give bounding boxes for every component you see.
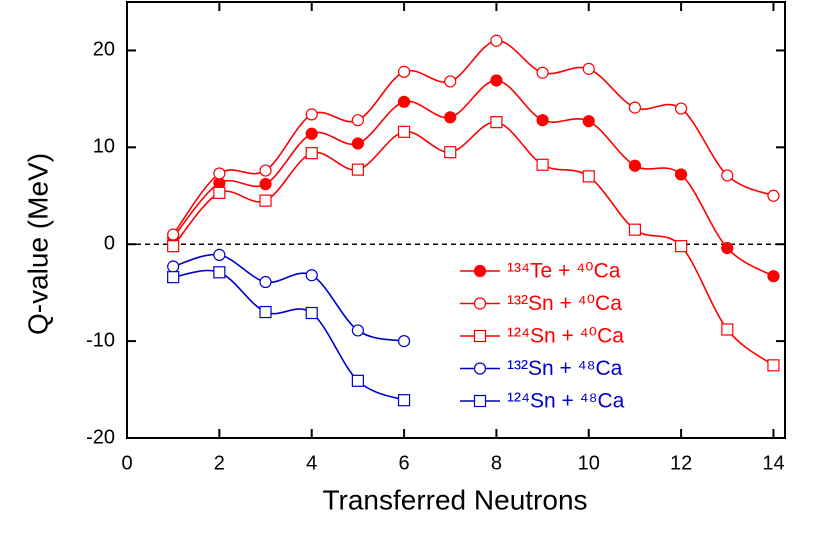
legend-marker	[473, 362, 487, 375]
data-point	[536, 66, 549, 79]
y-tick-label: -20	[86, 426, 115, 448]
data-point	[351, 324, 364, 337]
data-point	[351, 163, 364, 176]
data-point	[536, 114, 549, 127]
data-point	[444, 75, 457, 88]
data-point	[397, 125, 411, 138]
data-point	[675, 168, 688, 181]
data-point	[721, 169, 734, 182]
data-point	[167, 228, 180, 241]
x-tick-label: 12	[670, 452, 692, 474]
legend-label: ¹³⁴Te + ⁴⁰Ca	[507, 260, 621, 283]
data-point	[628, 101, 642, 114]
data-point	[305, 147, 318, 160]
data-point	[305, 269, 318, 282]
data-point	[213, 167, 226, 180]
x-tick-label: 14	[762, 452, 784, 474]
data-point	[259, 164, 272, 177]
x-tick-label: 10	[578, 452, 600, 474]
x-tick-label: 2	[214, 452, 225, 474]
y-tick-label: 0	[104, 233, 115, 255]
data-point	[167, 240, 180, 253]
data-point	[721, 241, 734, 255]
data-point	[490, 74, 503, 87]
legend-marker	[473, 329, 487, 343]
plot-frame	[126, 1, 786, 439]
data-point	[675, 240, 688, 253]
data-point	[675, 102, 688, 115]
series-line	[172, 253, 405, 342]
legend-marker	[473, 297, 487, 310]
data-point	[351, 374, 364, 387]
data-point	[582, 115, 595, 128]
data-point	[444, 146, 457, 159]
data-point	[397, 394, 411, 407]
data-point	[213, 186, 226, 199]
data-point	[721, 323, 734, 336]
data-point	[351, 114, 364, 127]
x-tick-label: 0	[121, 452, 132, 474]
data-point	[490, 116, 503, 129]
legend-marker	[473, 264, 487, 278]
data-point	[767, 270, 780, 283]
y-tick-label: 10	[93, 136, 115, 158]
data-point	[628, 223, 642, 236]
legend-label: ¹³²Sn + ⁴⁸Ca	[507, 357, 623, 380]
data-point	[351, 137, 364, 150]
data-point	[490, 34, 503, 47]
legend-label: ¹²⁴Sn + ⁴⁸Ca	[507, 390, 625, 413]
data-point	[397, 335, 411, 348]
data-point	[305, 127, 318, 140]
data-point	[582, 62, 595, 75]
y-tick-label: 20	[93, 39, 115, 61]
data-point	[628, 159, 642, 172]
data-point	[397, 95, 411, 108]
data-point	[305, 306, 318, 320]
legend-marker	[473, 394, 487, 408]
x-tick-label: 8	[491, 452, 502, 474]
data-point	[259, 178, 272, 191]
data-point	[259, 275, 272, 289]
data-point	[767, 359, 780, 372]
data-point	[397, 65, 411, 78]
x-tick-label: 4	[306, 452, 317, 474]
data-point	[305, 108, 318, 121]
data-point	[767, 189, 780, 202]
data-point	[582, 170, 595, 183]
data-point	[444, 111, 457, 124]
data-point	[259, 194, 272, 207]
y-tick-label: -10	[86, 329, 115, 351]
y-axis-label: Q-value (MeV)	[22, 153, 53, 335]
x-tick-label: 6	[398, 452, 409, 474]
data-point	[536, 158, 549, 171]
data-point	[259, 305, 272, 319]
legend-label: ¹²⁴Sn + ⁴⁰Ca	[507, 325, 624, 348]
data-point	[213, 266, 226, 279]
data-point	[167, 271, 180, 284]
x-axis-label: Transferred Neutrons	[322, 484, 587, 515]
legend-label: ¹³²Sn + ⁴⁰Ca	[507, 292, 622, 315]
data-point	[213, 248, 226, 261]
data-point	[167, 260, 180, 273]
